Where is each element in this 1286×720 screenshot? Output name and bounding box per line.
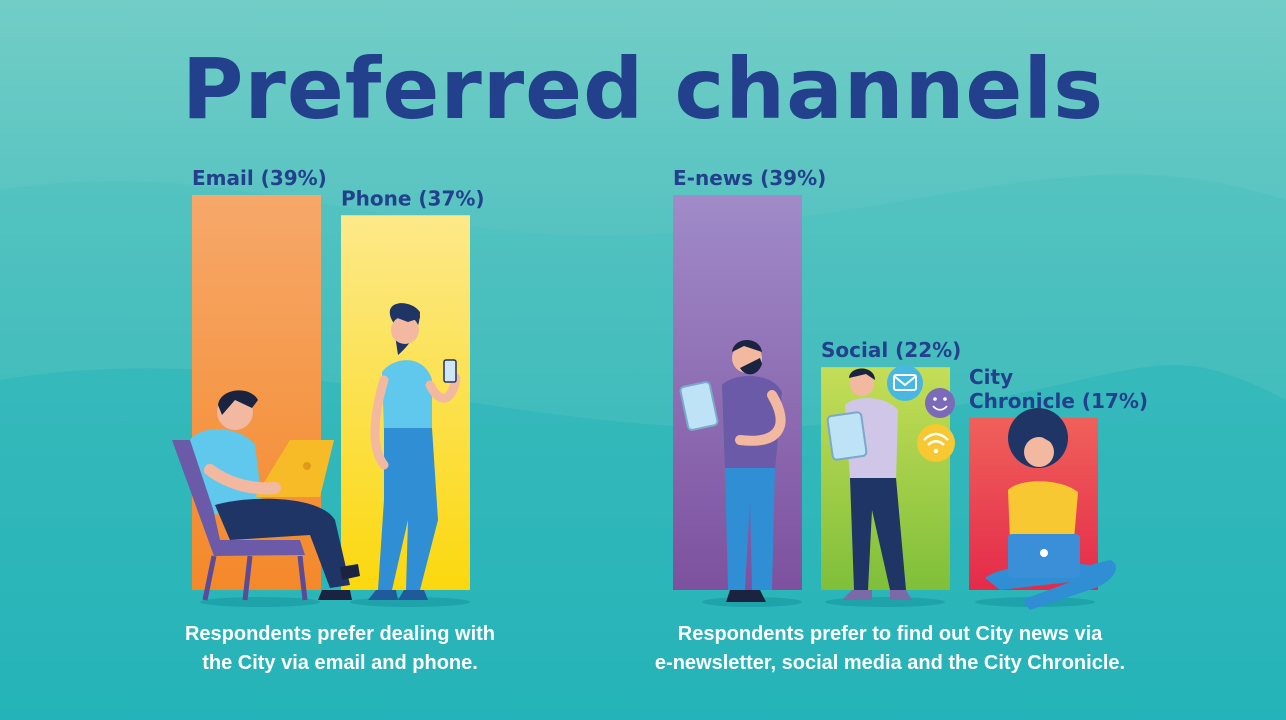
- label-phone: Phone (37%): [341, 186, 485, 210]
- sitting-laptop-user-icon: [985, 408, 1116, 610]
- tablet-user-icon: [679, 340, 786, 602]
- smiley-icon: [925, 388, 955, 418]
- right-caption-line-1: Respondents prefer to find out City news…: [677, 623, 1103, 645]
- wifi-icon: [917, 424, 955, 462]
- right-caption: Respondents prefer to find out City news…: [590, 620, 1190, 678]
- phone-user-icon: [368, 303, 461, 600]
- label-chronicle: City Chronicle (17%): [969, 365, 1148, 413]
- laptop-user-icon: [172, 390, 360, 601]
- mail-icon: [887, 365, 923, 401]
- label-social: Social (22%): [821, 338, 961, 362]
- left-caption: Respondents prefer dealing with the City…: [140, 620, 540, 678]
- label-enews: E-news (39%): [673, 166, 826, 190]
- social-user-icon: [826, 368, 912, 600]
- left-caption-line-1: Respondents prefer dealing with: [184, 623, 496, 645]
- label-email: Email (39%): [192, 166, 327, 190]
- left-caption-line-2: the City via email and phone.: [202, 652, 478, 674]
- right-caption-line-2: e-newsletter, social media and the City …: [654, 652, 1126, 674]
- page-title: Preferred channels: [181, 40, 1105, 138]
